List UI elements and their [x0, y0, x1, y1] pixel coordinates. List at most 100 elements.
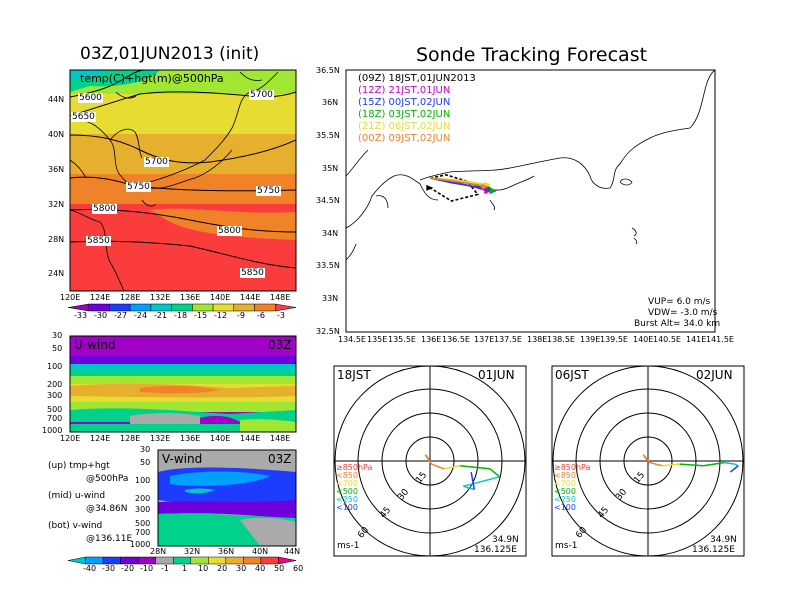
contour-label: 5800 — [217, 226, 242, 236]
vwind-time: 03Z — [268, 452, 292, 466]
lat-tick: 36N — [48, 165, 65, 174]
note-bot-b: @136.11E — [86, 534, 133, 544]
ring-label: 45 — [596, 505, 612, 521]
p-tick: 200 — [47, 380, 63, 389]
hodo-left-date: 01JUN — [478, 368, 515, 382]
p-tick: 50 — [140, 458, 151, 467]
contour-label: 5600 — [78, 93, 103, 103]
cbar-tick: -30 — [102, 564, 116, 573]
hodo-level: <100 — [554, 503, 576, 512]
hodo-level: <100 — [336, 503, 358, 512]
colorbar-swatch — [190, 556, 209, 565]
contour-label: 5650 — [71, 112, 96, 122]
lat-tick: 28N — [150, 547, 167, 556]
vwind-label: V-wind — [162, 452, 203, 466]
lat-tick: 40N — [48, 130, 65, 139]
lat-tick: 44N — [48, 95, 65, 104]
lat-tick: 36N — [322, 98, 339, 107]
hodo-segment — [642, 454, 649, 462]
contour-label: 5750 — [256, 186, 281, 196]
lat-tick: 35N — [322, 164, 339, 173]
lat-tick: 33.5N — [316, 261, 340, 270]
hodo-segment — [489, 468, 501, 478]
cbar-tick: 30 — [236, 564, 247, 573]
lon-tick: 135.5E — [388, 335, 416, 344]
uwind-label: U-wind — [74, 338, 116, 352]
hodo-segment — [424, 454, 433, 465]
uwind-time: 03Z — [268, 338, 292, 352]
lon-tick: 138E — [527, 335, 548, 344]
lat-tick: 34.5N — [316, 196, 340, 205]
hodo-right-lat: 34.9N — [710, 535, 737, 545]
track-end-marker — [426, 184, 434, 191]
lon-tick: 120E — [60, 293, 81, 302]
track-legend-item: (18Z) 03JST,02JUN — [358, 109, 451, 120]
hodo-level: ≥850hPa — [336, 463, 373, 472]
hodo-level: <850 — [554, 471, 576, 480]
track-end-marker — [481, 183, 489, 190]
cbar-tick: -12 — [214, 311, 228, 320]
lat-tick: 24N — [48, 269, 65, 278]
p-tick: 50 — [52, 344, 63, 353]
lon-tick: 140E — [210, 434, 231, 443]
right-panel-title: Sonde Tracking Forecast — [416, 44, 648, 66]
contour-label: 5850 — [86, 236, 111, 246]
map500-overlay-label: temp(C)+hgt(m)@500hPa — [80, 72, 224, 85]
ring-label: 15 — [414, 470, 430, 486]
hodo-segment — [679, 463, 704, 467]
lon-tick: 136E — [180, 293, 201, 302]
p-tick: 30 — [140, 445, 151, 454]
lon-tick: 134.5E — [338, 335, 366, 344]
cbar-tick: 10 — [198, 564, 209, 573]
cbar-tick: -10 — [140, 564, 154, 573]
hodo-segment — [734, 463, 739, 467]
colorbar-swatch — [278, 556, 297, 565]
p-tick: 700 — [135, 528, 151, 537]
p-tick: 500 — [47, 405, 63, 414]
cbar-tick: -33 — [74, 311, 88, 320]
track-legend-item: (12Z) 21JST,01JUN — [358, 85, 451, 96]
hodo-segment — [470, 471, 476, 490]
colorbar-swatch — [129, 303, 152, 312]
cbar-tick: 40 — [255, 564, 266, 573]
lon-tick: 120E — [60, 434, 81, 443]
contour-label: 5700 — [249, 90, 274, 100]
hodo-level: <700 — [336, 479, 358, 488]
hodo-level: <250 — [554, 495, 576, 504]
colorbar-swatch — [88, 303, 110, 312]
hodo-segment — [431, 463, 445, 470]
colorbar-swatch — [67, 556, 86, 565]
hodo-lines — [424, 454, 739, 491]
ring-label: 60 — [356, 525, 372, 541]
lat-tick: 35.5N — [316, 131, 340, 140]
lon-tick: 124E — [90, 434, 111, 443]
hodo-segment — [662, 463, 680, 467]
p-tick: 1000 — [42, 426, 63, 435]
colorbar-swatch — [172, 556, 192, 565]
hodo-level: ≥850hPa — [554, 463, 591, 472]
cbar-tick: 60 — [293, 564, 304, 573]
p-tick: 30 — [52, 331, 63, 340]
colorbar-swatch — [233, 303, 255, 312]
colorbar-swatch — [254, 303, 276, 312]
colorbar-swatch — [155, 556, 174, 565]
hodo-segment — [424, 454, 431, 462]
hodo-segment — [729, 465, 739, 473]
lon-tick: 135E — [367, 335, 388, 344]
colorbar-swatch — [102, 556, 121, 565]
cbar-tick: -20 — [121, 564, 135, 573]
track-end-marker — [489, 188, 497, 195]
colorbar-swatch — [109, 303, 131, 312]
colorbar-swatch — [120, 556, 139, 565]
contour-label: 5750 — [126, 182, 151, 192]
colorbar-swatch — [137, 556, 156, 565]
p-tick: 300 — [135, 505, 151, 514]
left-panel-title: 03Z,01JUN2013 (init) — [80, 44, 260, 64]
track-line — [430, 177, 495, 192]
p-tick: 1000 — [130, 540, 151, 549]
track-line — [430, 177, 489, 186]
map500-coastlines — [70, 71, 279, 291]
lon-tick: 136E — [180, 434, 201, 443]
lon-tick: 148E — [270, 434, 291, 443]
lon-tick: 140.5E — [653, 335, 681, 344]
